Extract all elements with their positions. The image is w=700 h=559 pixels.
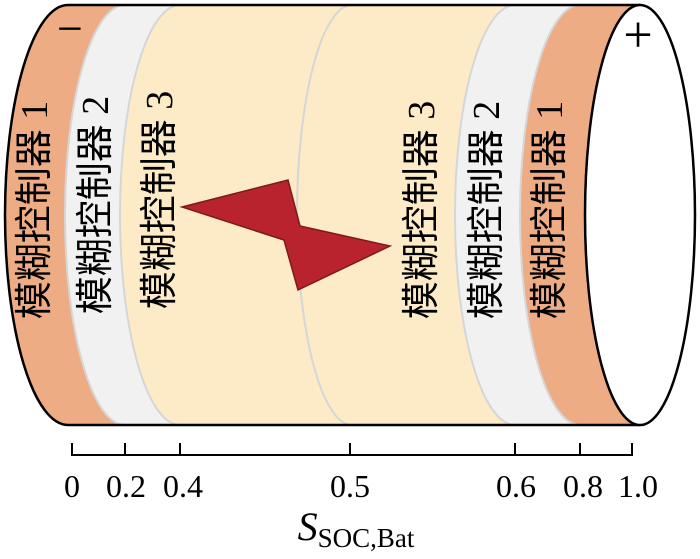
zone-3-band xyxy=(120,5,515,425)
boundary-0-2-curve xyxy=(64,4,126,426)
lightning-bolt-icon xyxy=(179,179,393,292)
positive-terminal-sign: + xyxy=(623,7,652,64)
zone-label-right-3: 模糊控制器 3 xyxy=(401,101,443,320)
zone-label-right-2: 模糊控制器 2 xyxy=(466,101,508,320)
axis-title-subscript: SOC,Bat xyxy=(318,523,415,553)
tick-label-0: 0 xyxy=(64,468,80,504)
boundary-0-6-curve xyxy=(454,4,516,426)
tick-label-0-5: 0.5 xyxy=(330,468,370,504)
zone-label-left-2: 模糊控制器 2 xyxy=(75,96,117,315)
tick-label-0-4: 0.4 xyxy=(163,468,203,504)
axis-title: SSOC,Bat xyxy=(298,504,415,553)
tick-label-1-0: 1.0 xyxy=(618,468,658,504)
tick-label-0-6: 0.6 xyxy=(496,468,536,504)
tick-label-0-8: 0.8 xyxy=(563,468,603,504)
boundary-0-4-curve xyxy=(119,4,181,426)
axis-title-symbol: S xyxy=(298,504,318,549)
zone-label-left-1: 模糊控制器 1 xyxy=(14,101,56,320)
zone-label-left-3: 模糊控制器 3 xyxy=(139,91,181,310)
zone-label-right-1: 模糊控制器 1 xyxy=(529,101,571,320)
battery-positive-end-face xyxy=(583,3,697,427)
tick-label-0-2: 0.2 xyxy=(106,468,146,504)
battery-outline-negative-end xyxy=(3,3,69,427)
boundary-0-8-curve xyxy=(519,4,581,426)
negative-terminal-sign: − xyxy=(57,3,83,54)
